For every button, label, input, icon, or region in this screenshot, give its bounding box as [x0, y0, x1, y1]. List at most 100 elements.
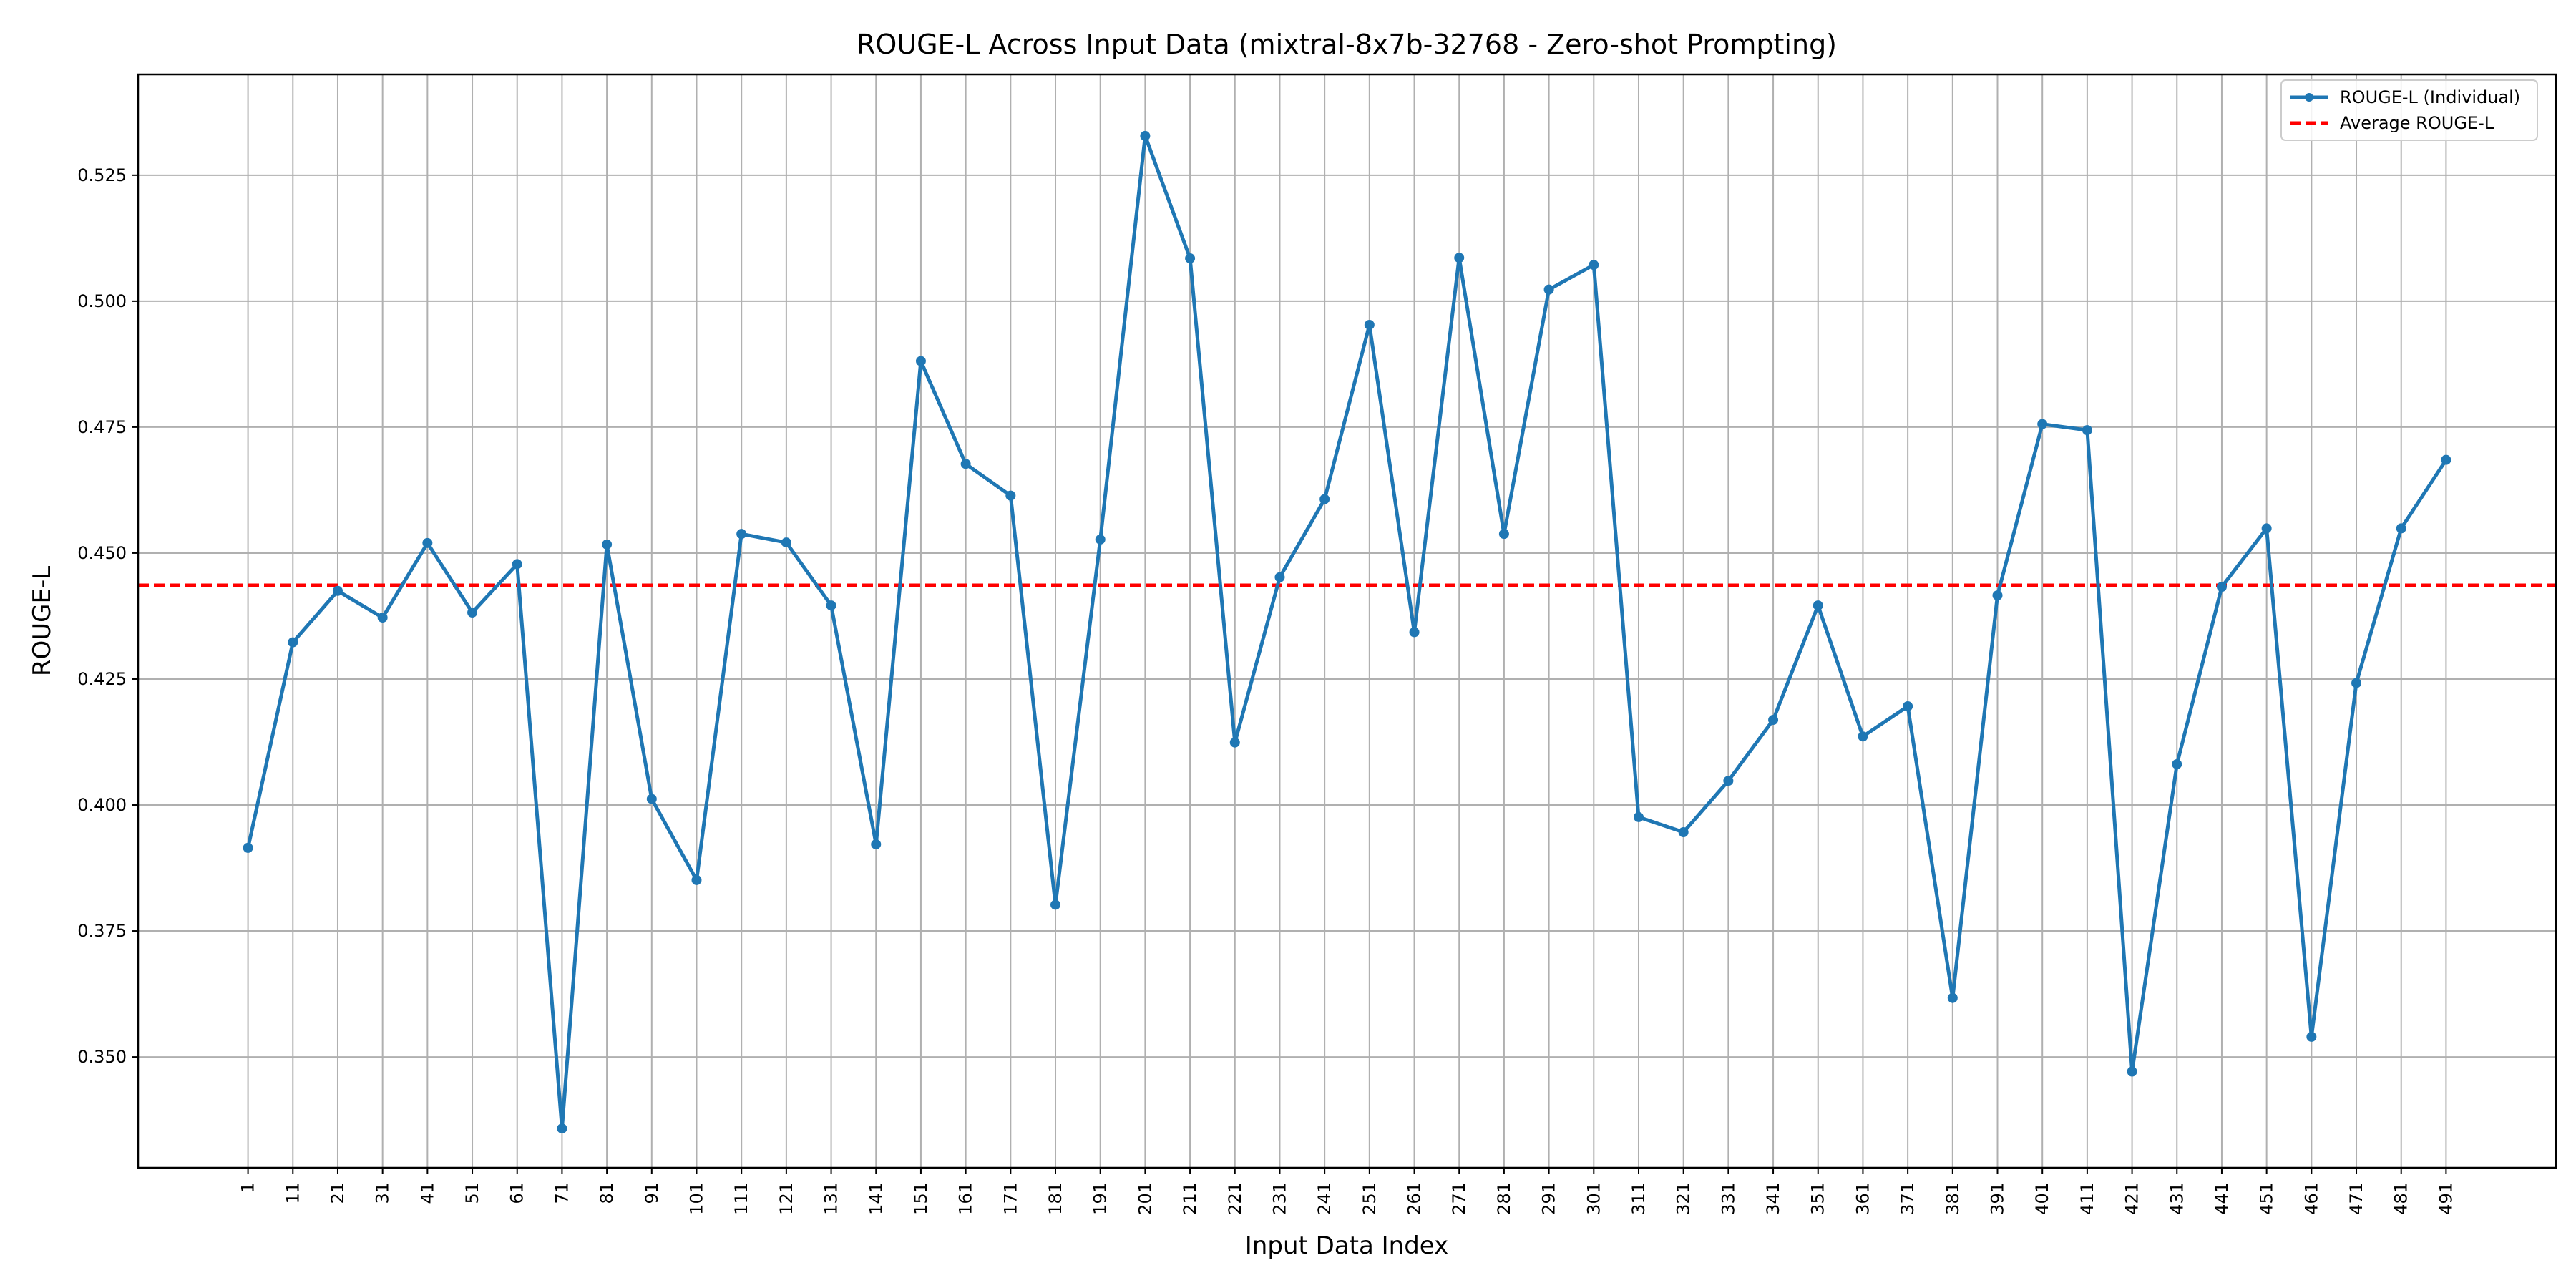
data-point	[2351, 678, 2362, 688]
legend-marker-individual	[2305, 93, 2313, 102]
x-tick-label: 81	[597, 1182, 617, 1204]
x-tick-label: 121	[776, 1182, 796, 1215]
x-tick-label: 431	[2167, 1182, 2187, 1215]
rouge-l-line	[246, 134, 2448, 1131]
x-tick-label: 241	[1314, 1182, 1335, 1215]
x-tick-label: 191	[1091, 1182, 1111, 1215]
data-point	[602, 539, 613, 550]
data-point	[1274, 572, 1285, 582]
data-point	[1454, 253, 1465, 263]
x-tick-label: 481	[2391, 1182, 2411, 1215]
data-point	[781, 537, 791, 548]
y-tick-label: 0.375	[77, 921, 127, 941]
data-point	[691, 874, 702, 885]
data-point	[646, 794, 657, 804]
x-tick-label: 31	[373, 1182, 393, 1204]
data-point	[2441, 454, 2451, 465]
data-point	[1364, 319, 1375, 330]
x-tick-label: 341	[1763, 1182, 1783, 1215]
data-point	[1185, 253, 1196, 264]
data-point	[288, 637, 298, 648]
data-point	[1903, 701, 1913, 712]
ticks: 1 11 21 31 41 51 61 71 81 91 101 111 121 131 141 151 161…	[77, 165, 2456, 1215]
x-tick-label: 281	[1494, 1182, 1514, 1215]
y-tick-label: 0.525	[77, 165, 127, 185]
x-tick-label: 221	[1225, 1182, 1245, 1215]
data-point	[960, 459, 971, 469]
x-tick-label: 231	[1269, 1182, 1289, 1215]
x-tick-label: 181	[1045, 1182, 1065, 1215]
x-tick-label: 11	[283, 1182, 303, 1204]
data-point	[1319, 494, 1330, 504]
data-point	[1992, 590, 2003, 601]
data-point	[2306, 1031, 2317, 1042]
x-tick-label: 351	[1808, 1182, 1828, 1215]
data-point	[1633, 811, 1644, 822]
x-tick-label: 251	[1360, 1182, 1380, 1215]
data-point	[1409, 627, 1420, 638]
y-tick-label: 0.475	[77, 417, 127, 437]
y-tick-label: 0.500	[77, 291, 127, 311]
data-point	[332, 585, 343, 596]
x-axis-label: Input Data Index	[1245, 1231, 1448, 1260]
x-tick-label: 291	[1539, 1182, 1559, 1215]
x-tick-label: 271	[1449, 1182, 1469, 1215]
data-point	[1947, 992, 1958, 1003]
data-point	[736, 529, 747, 540]
x-tick-label: 261	[1405, 1182, 1425, 1215]
x-tick-label: 391	[1988, 1182, 2008, 1215]
data-point	[1095, 534, 1106, 545]
x-tick-label: 371	[1898, 1182, 1918, 1215]
x-tick-label: 41	[417, 1182, 437, 1204]
data-point	[1858, 731, 1868, 742]
data-point	[2216, 582, 2227, 592]
data-point	[1498, 529, 1509, 540]
x-tick-label: 21	[328, 1182, 348, 1204]
x-tick-label: 451	[2257, 1182, 2277, 1215]
data-point	[871, 839, 882, 849]
data-point	[1005, 490, 1016, 501]
y-tick-label: 0.450	[77, 543, 127, 563]
x-tick-label: 311	[1629, 1182, 1649, 1215]
legend-label-individual: ROUGE-L (Individual)	[2340, 87, 2520, 107]
plot-frame	[137, 73, 2557, 1169]
data-point	[2396, 523, 2406, 534]
x-tick-label: 131	[821, 1182, 841, 1215]
data-point	[915, 356, 926, 366]
data-point	[1589, 260, 1599, 270]
data-point	[243, 842, 253, 853]
x-tick-label: 471	[2346, 1182, 2366, 1215]
x-tick-label: 61	[507, 1182, 527, 1204]
data-point	[1543, 284, 1554, 295]
data-point	[826, 600, 836, 611]
x-tick-label: 211	[1180, 1182, 1200, 1215]
y-tick-label: 0.425	[77, 669, 127, 689]
x-tick-label: 1	[238, 1182, 258, 1193]
y-axis-label: ROUGE-L	[28, 566, 57, 676]
data-point	[1140, 130, 1151, 141]
data-point	[512, 559, 522, 570]
legend-label-average: Average ROUGE-L	[2340, 113, 2494, 133]
data-point	[1813, 600, 1823, 611]
data-point	[1768, 715, 1779, 726]
x-tick-label: 441	[2212, 1182, 2232, 1215]
data-point	[1050, 899, 1061, 910]
data-point	[467, 608, 478, 618]
x-tick-label: 171	[1000, 1182, 1020, 1215]
x-tick-label: 421	[2122, 1182, 2142, 1215]
data-point	[2172, 758, 2182, 769]
legend: ROUGE-L (Individual) Average ROUGE-L	[2280, 79, 2538, 141]
data-point	[2261, 523, 2272, 534]
x-tick-label: 401	[2032, 1182, 2052, 1215]
data-point	[422, 537, 433, 548]
x-tick-label: 301	[1584, 1182, 1604, 1215]
x-tick-label: 381	[1943, 1182, 1963, 1215]
legend-box	[2280, 79, 2538, 141]
x-tick-label: 151	[911, 1182, 931, 1215]
data-point	[1229, 737, 1240, 748]
data-point	[1723, 776, 1734, 786]
data-point	[377, 613, 388, 623]
x-tick-label: 161	[956, 1182, 976, 1215]
data-point	[1678, 827, 1689, 838]
